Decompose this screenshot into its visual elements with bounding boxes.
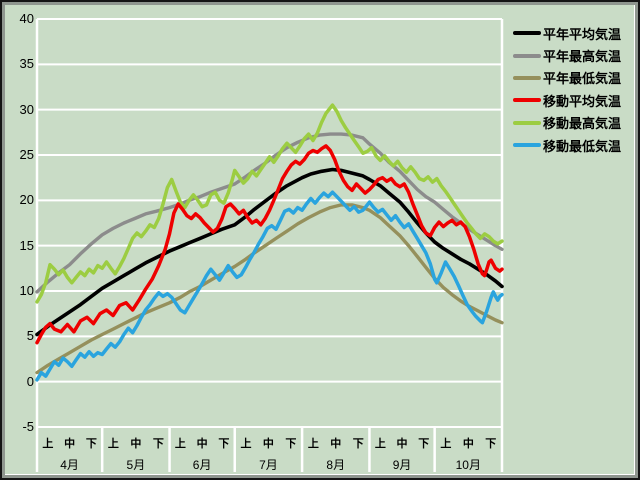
x-period-label: 上 [240, 438, 252, 450]
legend-swatch [513, 75, 541, 80]
legend-swatch [513, 98, 541, 103]
legend-label: 平年最低気温 [543, 71, 622, 87]
x-period-label: 上 [174, 438, 186, 450]
y-tick-label: 30 [19, 101, 34, 117]
x-period-label: 上 [440, 438, 452, 450]
x-period-label: 中 [196, 438, 208, 450]
y-tick-label: 25 [19, 147, 34, 162]
legend-label: 移動最高気温 [543, 116, 622, 132]
x-period-label: 下 [485, 438, 497, 450]
x-period-label: 中 [330, 438, 342, 450]
legend: 平年平均気温 平年最高気温 平年最低気温 移動平均気温 移動最高気温 移動最低気温 [513, 22, 621, 156]
plot-region: 40 35 30 25 20 15 10 5 0 -5 上中下 4月上中下 5月上中下 6月上中下 7月上… [7, 7, 633, 473]
x-period-label: 中 [396, 438, 408, 450]
y-tick-label: 0 [26, 373, 34, 389]
y-tick-label: 10 [19, 283, 34, 298]
series-line-moving_avg [35, 144, 504, 345]
series-line-moving_min [35, 190, 504, 382]
x-period-label: 下 [218, 438, 230, 450]
legend-item-normal_max: 平年最高気温 [513, 44, 621, 66]
x-month-label: 6月 [192, 458, 212, 472]
x-period-label: 下 [152, 438, 164, 450]
x-month-label: 9月 [392, 458, 412, 472]
legend-item-normal_avg: 平年平均気温 [513, 22, 621, 44]
legend-swatch [513, 120, 541, 125]
x-period-label: 下 [85, 438, 97, 450]
y-tick-label: 20 [19, 192, 34, 208]
x-period-label: 上 [374, 438, 386, 450]
legend-label: 移動平均気温 [543, 93, 622, 109]
x-period-label: 下 [285, 438, 297, 450]
x-month-label: 5月 [126, 458, 146, 472]
x-period-label: 下 [418, 438, 430, 450]
legend-swatch [513, 53, 541, 58]
y-tick-label: 15 [19, 237, 34, 253]
x-month-label: 10月 [455, 458, 481, 472]
x-month-label: 7月 [259, 458, 278, 472]
x-period-label: 中 [462, 438, 474, 450]
x-period-label: 上 [42, 438, 54, 450]
series-line-normal_max [35, 132, 504, 294]
x-period-label: 上 [307, 438, 319, 450]
legend-swatch [513, 143, 541, 148]
y-tick-label: 35 [19, 56, 34, 72]
legend-item-normal_min: 平年最低気温 [513, 67, 621, 89]
legend-label: 移動最低気温 [543, 138, 622, 154]
legend-item-moving_min: 移動最低気温 [513, 134, 621, 156]
y-tick-label: 5 [26, 328, 34, 344]
legend-label: 平年平均気温 [543, 26, 622, 42]
x-month-label: 8月 [326, 458, 346, 472]
legend-swatch [513, 31, 541, 36]
x-period-label: 中 [262, 438, 274, 450]
y-tick-label: -5 [22, 419, 34, 434]
legend-label: 平年最高気温 [543, 49, 622, 65]
x-period-label: 下 [352, 438, 364, 450]
legend-item-moving_avg: 移動平均気温 [513, 89, 621, 111]
y-tick-label: 40 [19, 11, 34, 26]
x-period-label: 上 [107, 438, 119, 450]
x-month-label: 4月 [60, 458, 79, 472]
series-line-normal_avg [35, 167, 504, 337]
plot-canvas [35, 18, 504, 472]
x-period-label: 中 [130, 438, 142, 450]
series-line-moving_max [35, 103, 504, 304]
legend-item-moving_max: 移動最高気温 [513, 112, 621, 134]
x-period-label: 中 [64, 438, 76, 450]
